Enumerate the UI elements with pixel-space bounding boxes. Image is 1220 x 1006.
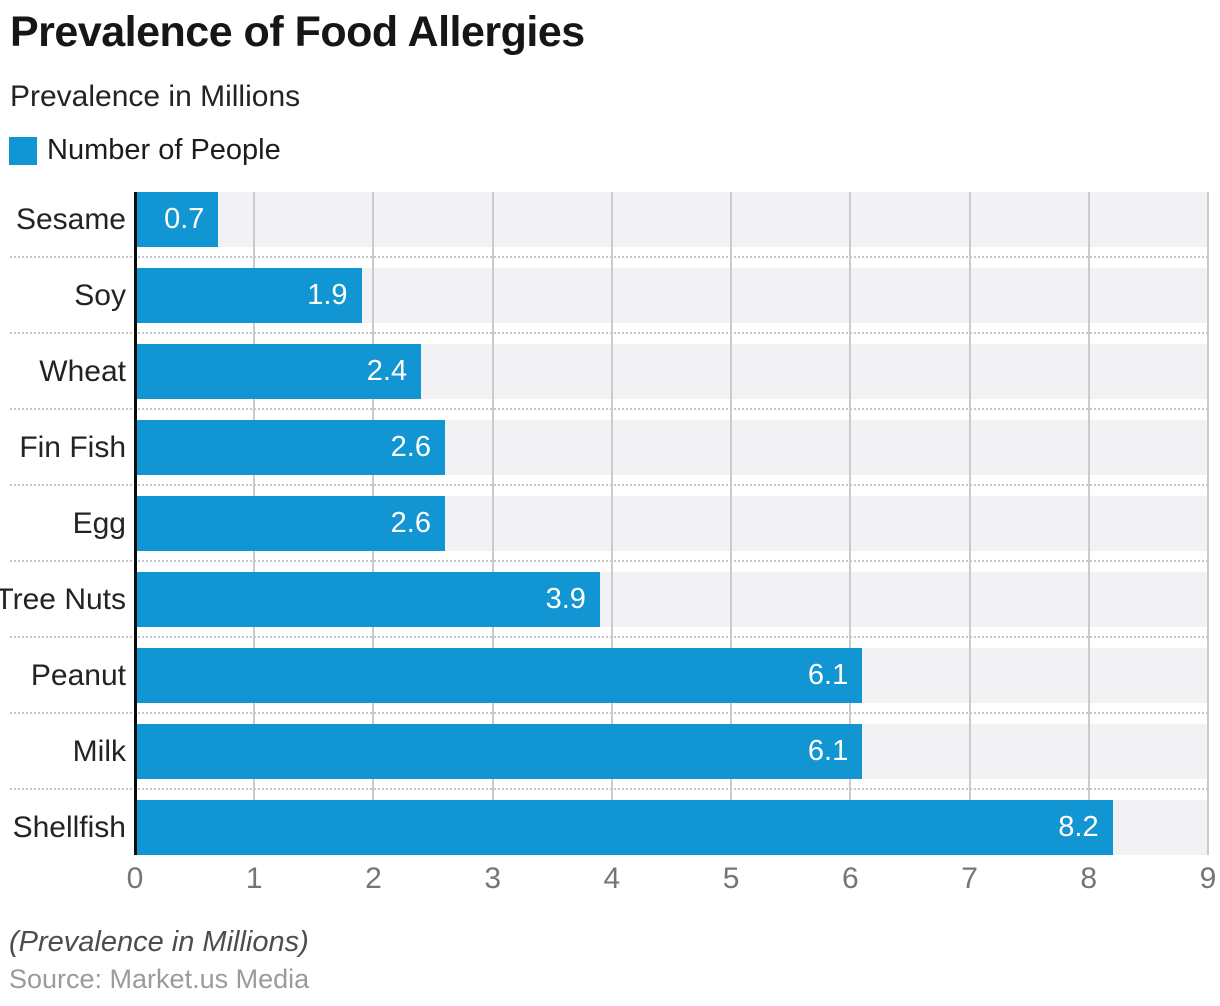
category-label: Milk xyxy=(72,734,126,768)
bar-row: Tree Nuts 3.9 xyxy=(0,572,1220,627)
chart-footnote: (Prevalence in Millions) xyxy=(9,926,309,958)
vertical-gridline xyxy=(849,192,852,855)
x-tick-label: 3 xyxy=(484,862,501,895)
bar-row: Fin Fish 2.6 xyxy=(0,420,1220,475)
bar-row: Egg 2.6 xyxy=(0,496,1220,551)
bar-value-label: 8.2 xyxy=(1058,811,1099,843)
bar-row: Peanut 6.1 xyxy=(0,648,1220,703)
bar-value-label: 3.9 xyxy=(545,583,586,615)
row-separator xyxy=(10,256,1208,258)
bar-track xyxy=(135,192,1208,247)
y-axis-line xyxy=(134,192,137,855)
vertical-gridline xyxy=(1087,192,1090,855)
bar-value-label: 6.1 xyxy=(807,659,849,691)
category-label: Soy xyxy=(74,278,126,312)
bar-row: Soy 1.9 xyxy=(0,268,1220,323)
x-tick-label: 4 xyxy=(603,862,621,895)
x-tick-label: 6 xyxy=(841,862,859,895)
bar[interactable]: 2.6 xyxy=(135,496,445,551)
vertical-gridline xyxy=(1207,192,1209,855)
category-label: Shellfish xyxy=(12,810,126,844)
row-separator xyxy=(10,484,1208,486)
row-separator xyxy=(10,332,1208,334)
bar-row: Wheat 2.4 xyxy=(0,344,1220,399)
row-separator xyxy=(10,712,1208,714)
bar-value-label: 2.4 xyxy=(366,355,408,387)
page-title: Prevalence of Food Allergies xyxy=(10,8,585,56)
legend-label: Number of People xyxy=(47,134,281,166)
x-tick-label: 9 xyxy=(1199,862,1217,895)
category-label: Sesame xyxy=(15,202,126,236)
chart-plot-area: Sesame 0.7 Soy 1.9 Wheat 2.4 Fin Fish 2.6 Egg 2.6… xyxy=(0,192,1220,855)
bar[interactable]: 6.1 xyxy=(135,724,863,779)
row-separator xyxy=(10,636,1208,638)
bar-row: Milk 6.1 xyxy=(0,724,1220,779)
vertical-gridline xyxy=(968,192,971,855)
bar-value-label: 6.1 xyxy=(807,735,849,767)
bar-value-label: 0.7 xyxy=(164,203,205,235)
category-label: Peanut xyxy=(30,658,126,692)
category-label: Fin Fish xyxy=(19,430,126,464)
bar[interactable]: 2.4 xyxy=(135,344,422,399)
row-separator xyxy=(10,788,1208,790)
bar[interactable]: 0.7 xyxy=(135,192,219,247)
bar-row: Sesame 0.7 xyxy=(0,192,1220,247)
bar-row: Shellfish 8.2 xyxy=(0,800,1220,855)
legend-item[interactable]: Number of People xyxy=(9,134,281,166)
source-text: Source: Market.us Media xyxy=(9,964,310,994)
row-separator xyxy=(10,560,1208,562)
bar-value-label: 1.9 xyxy=(307,279,348,311)
vertical-gridline xyxy=(610,192,613,855)
bar[interactable]: 3.9 xyxy=(135,572,600,627)
x-tick-label: 5 xyxy=(722,862,740,895)
category-label: Tree Nuts xyxy=(0,582,126,616)
bar[interactable]: 2.6 xyxy=(135,420,445,475)
legend-swatch-icon xyxy=(9,136,37,165)
x-tick-label: 0 xyxy=(126,862,144,895)
x-tick-label: 8 xyxy=(1080,862,1098,895)
bar[interactable]: 6.1 xyxy=(135,648,863,703)
x-axis-tick-labels: 0 1 2 3 4 5 6 7 8 9 xyxy=(0,862,1220,896)
chart-subtitle: Prevalence in Millions xyxy=(10,80,301,113)
category-label: Wheat xyxy=(39,354,126,388)
bar[interactable]: 1.9 xyxy=(135,268,362,323)
bar-value-label: 2.6 xyxy=(390,507,431,539)
category-label: Egg xyxy=(72,506,126,540)
bar[interactable]: 8.2 xyxy=(135,800,1113,855)
bar-value-label: 2.6 xyxy=(390,431,431,463)
x-tick-label: 1 xyxy=(245,862,263,895)
vertical-gridline xyxy=(491,192,494,855)
row-separator xyxy=(10,408,1208,410)
x-tick-label: 2 xyxy=(365,862,382,895)
vertical-gridline xyxy=(730,192,733,855)
x-tick-label: 7 xyxy=(961,862,978,895)
